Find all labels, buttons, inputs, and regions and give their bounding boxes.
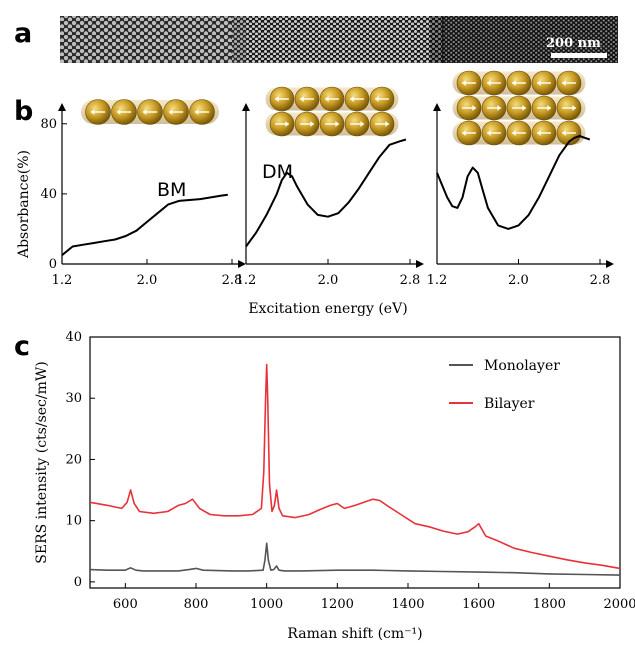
- y-axis-arrow: [433, 103, 441, 111]
- nanoparticle: [319, 111, 345, 137]
- nanoparticle: [506, 120, 532, 146]
- nanoparticle: [294, 86, 320, 112]
- nanoparticle: [269, 86, 295, 112]
- nanoparticle: [481, 70, 507, 96]
- nanoparticle: [137, 99, 163, 125]
- nanoparticle: [531, 95, 557, 121]
- y-axis-label: SERS intensity (cts/sec/mW): [34, 361, 50, 563]
- x-tick-label: 1.2: [427, 273, 448, 288]
- nanoparticle: [456, 95, 482, 121]
- nanoparticle: [189, 99, 215, 125]
- legend-entry-bilayer: Bilayer: [484, 396, 535, 412]
- y-tick-label: 0: [74, 575, 82, 590]
- nanoparticle: [556, 70, 582, 96]
- nanoparticle: [556, 95, 582, 121]
- nanoparticle: [456, 70, 482, 96]
- x-tick-label: 600: [113, 597, 138, 612]
- x-axis-arrow: [416, 260, 424, 268]
- x-tick-label: 1400: [391, 597, 424, 612]
- y-tick-label: 30: [65, 391, 82, 406]
- y-axis-label: Absorbance(%): [16, 150, 32, 259]
- nanoparticle: [531, 70, 557, 96]
- absorbance-series-line: [436, 135, 591, 230]
- nanoparticle: [506, 70, 532, 96]
- x-tick-label: 1200: [321, 597, 354, 612]
- scale-bar: [551, 53, 607, 58]
- monolayer-series-line: [89, 542, 621, 576]
- mode-annotation-dm: DM: [262, 161, 293, 183]
- panel-label-b: b: [14, 96, 33, 127]
- y-axis-arrow: [242, 103, 250, 111]
- x-tick-label: 1.2: [52, 273, 73, 288]
- nanoparticle: [369, 86, 395, 112]
- absorbance-plot-2-layer: 1.2 2.0 2.8 DM: [236, 103, 424, 288]
- panel-label-c: c: [14, 331, 30, 362]
- plot-frame: [89, 336, 621, 589]
- legend: Monolayer Bilayer: [449, 358, 560, 412]
- nanoparticle: [556, 120, 582, 146]
- sers-plot: 600 800 1000 1200 1400 1600 1800 2000 0 10 20 30 40 M…: [34, 330, 635, 642]
- absorbance-series-line: [245, 138, 407, 248]
- nanoparticle: [294, 111, 320, 137]
- nanoparticle: [369, 111, 395, 137]
- x-tick-label: 2.0: [137, 273, 158, 288]
- axes: 1.2 2.0 2.8 0 40 80: [40, 103, 246, 288]
- x-tick-label: 2.8: [400, 273, 421, 288]
- x-axis-label: Raman shift (cm⁻¹): [287, 626, 422, 642]
- trilayer-schematic: [452, 70, 586, 146]
- nanoparticle: [269, 111, 295, 137]
- x-tick-label: 2.8: [590, 273, 611, 288]
- nanoparticle: [456, 120, 482, 146]
- absorbance-plot-1-layer: 1.2 2.0 2.8 0 40 80 BM: [40, 103, 246, 288]
- nanoparticle: [163, 99, 189, 125]
- nanoparticle: [481, 120, 507, 146]
- x-tick-label: 1800: [533, 597, 566, 612]
- mode-annotation-bm: BM: [157, 179, 186, 201]
- legend-entry-monolayer: Monolayer: [484, 358, 560, 374]
- x-tick-label: 1000: [250, 597, 283, 612]
- x-tick-label: 800: [184, 597, 209, 612]
- y-tick-label: 40: [65, 330, 82, 345]
- electron-micrograph: 200 nm: [60, 16, 618, 63]
- panel-label-a: a: [14, 18, 32, 49]
- x-tick-label: 2.0: [508, 273, 529, 288]
- nanoparticle: [506, 95, 532, 121]
- x-axis-label: Excitation energy (eV): [248, 301, 407, 317]
- x-axis-arrow: [606, 260, 614, 268]
- bilayer-series-line: [89, 363, 621, 570]
- absorbance-series-line: [61, 193, 228, 256]
- nanoparticle: [319, 86, 345, 112]
- bilayer-schematic: [265, 86, 399, 137]
- nanoparticle: [481, 95, 507, 121]
- x-tick-label: 2.0: [318, 273, 339, 288]
- nanoparticle: [85, 99, 111, 125]
- y-axis-arrow: [58, 103, 66, 111]
- x-tick-label: 1.2: [236, 273, 257, 288]
- nanoparticle: [344, 111, 370, 137]
- nanoparticle: [344, 86, 370, 112]
- x-tick-label: 2.8: [222, 273, 243, 288]
- x-tick-label: 1600: [462, 597, 495, 612]
- absorbance-plot-3-layer: 1.2 2.0 2.8: [427, 103, 614, 288]
- y-tick-label: 10: [65, 514, 82, 529]
- y-tick-label: 20: [65, 452, 82, 467]
- nanoparticle: [111, 99, 137, 125]
- y-tick-label: 80: [40, 117, 57, 132]
- y-tick-label: 0: [49, 257, 57, 272]
- y-tick-label: 40: [40, 187, 57, 202]
- axes: 1.2 2.0 2.8: [427, 103, 614, 288]
- x-axis-arrow: [238, 260, 246, 268]
- axes: 1.2 2.0 2.8: [236, 103, 424, 288]
- scale-bar-label: 200 nm: [546, 36, 601, 51]
- monolayer-schematic: [81, 99, 219, 125]
- nanoparticle: [531, 120, 557, 146]
- x-tick-label: 2000: [603, 597, 635, 612]
